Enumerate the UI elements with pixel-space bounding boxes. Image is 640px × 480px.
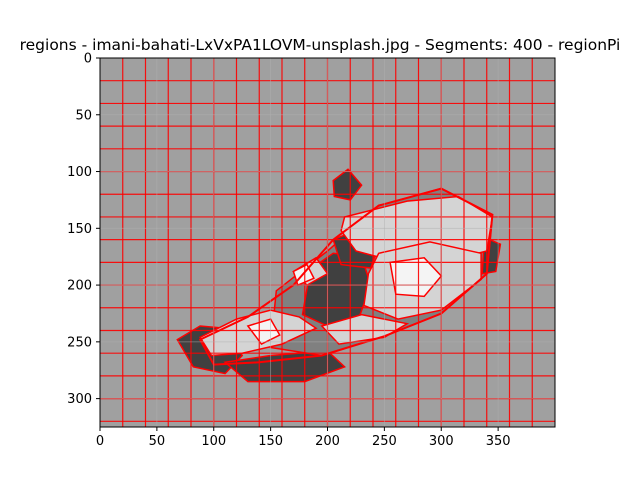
plot-area — [99, 57, 556, 428]
x-tick-label: 250 — [372, 434, 397, 449]
x-tick-label: 300 — [429, 434, 454, 449]
shaded-regions — [176, 168, 502, 383]
y-tick-label: 0 — [84, 52, 92, 67]
x-tick-label: 50 — [149, 434, 166, 449]
y-tick-label: 100 — [67, 165, 92, 180]
gridlines — [99, 57, 555, 427]
x-tick-label: 150 — [258, 434, 283, 449]
y-tick-label: 300 — [67, 392, 92, 407]
y-tick-label: 250 — [67, 335, 92, 350]
x-tick-label: 200 — [315, 434, 340, 449]
chart-title: regions - imani-bahati-LxVxPA1LOVM-unspl… — [20, 36, 621, 54]
y-axis: 0 50 100 150 200 250 300 — [67, 52, 100, 407]
white-region-left — [246, 318, 281, 346]
x-tick-label: 350 — [486, 434, 511, 449]
x-tick-label: 0 — [96, 434, 104, 449]
y-tick-label: 50 — [75, 108, 92, 123]
object-outline — [198, 187, 494, 366]
object-outlines — [198, 187, 494, 366]
x-axis: 0 50 100 150 200 250 300 350 — [96, 427, 511, 449]
x-tick-label: 100 — [201, 434, 226, 449]
y-tick-label: 150 — [67, 222, 92, 237]
y-tick-label: 200 — [67, 279, 92, 294]
